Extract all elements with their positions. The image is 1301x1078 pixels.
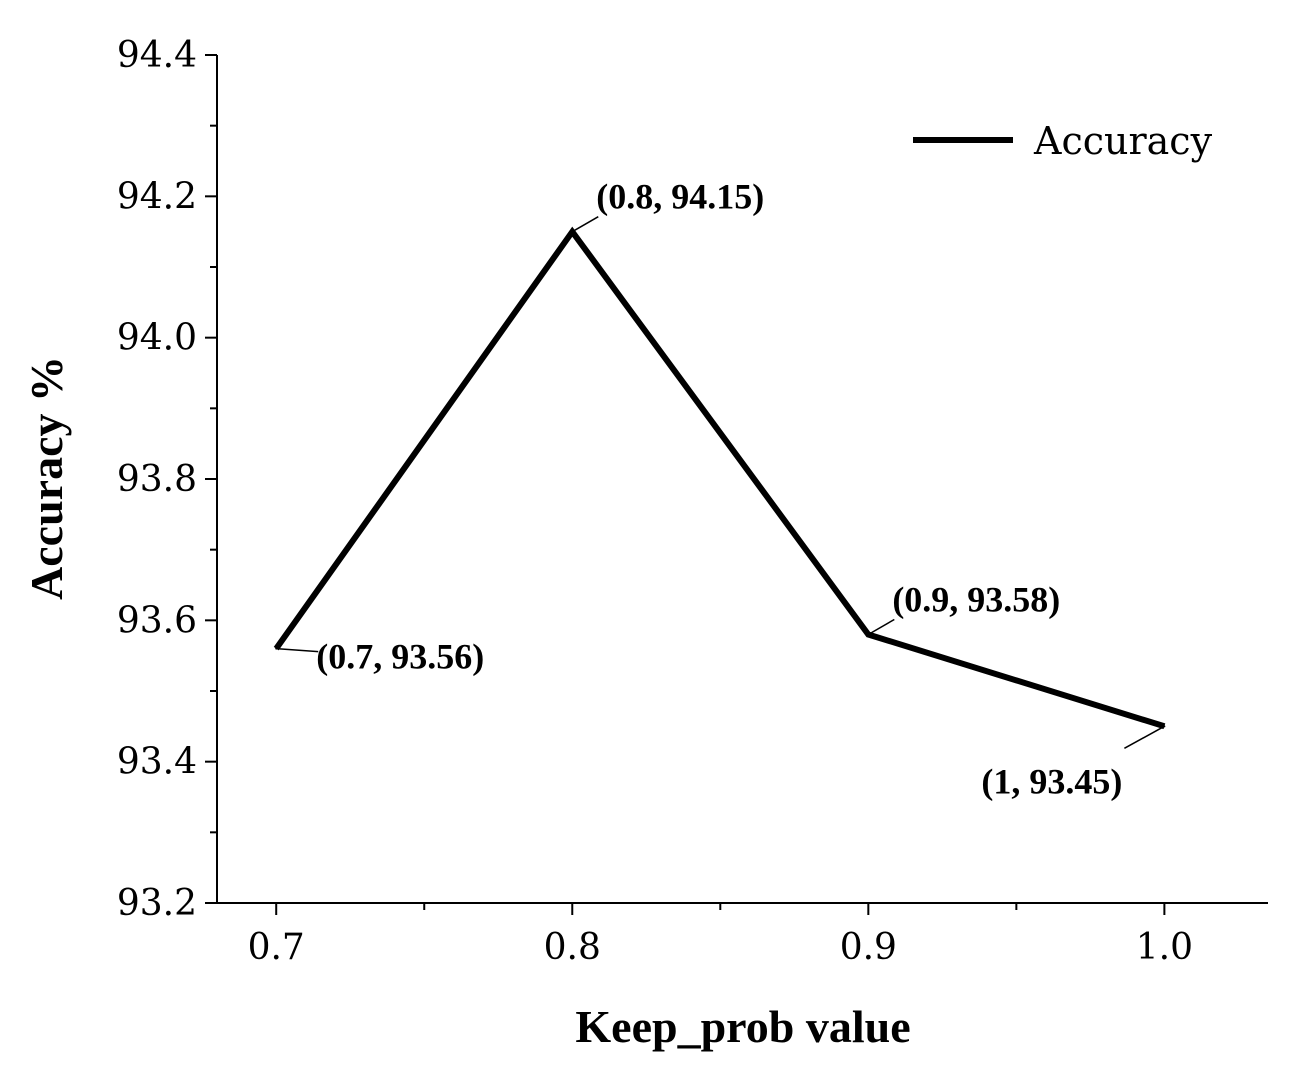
axes: 93.2 93.4 93.6 93.8 94.0 94.2 94.4 0.7 0.8 0.9 1.0 <box>117 35 1268 968</box>
x-tick-label: 0.7 <box>248 927 305 968</box>
annotation-leader <box>867 618 895 636</box>
annotation-leader <box>1124 725 1165 749</box>
legend-label: Accuracy <box>1033 119 1213 163</box>
y-tick-label: 94.2 <box>117 176 197 217</box>
y-tick-label: 93.6 <box>117 600 197 641</box>
data-label: (0.8, 94.15) <box>596 177 764 217</box>
y-tick-label: 94.0 <box>117 318 197 359</box>
x-axis-title: Keep_prob value <box>575 1001 910 1052</box>
annotation-leader <box>571 216 599 233</box>
data-label: (1, 93.45) <box>981 761 1122 801</box>
y-tick-label: 93.8 <box>117 459 197 500</box>
data-label: (0.9, 93.58) <box>892 579 1060 619</box>
data-label: (0.7, 93.56) <box>316 637 484 677</box>
x-tick-label: 0.9 <box>840 927 897 968</box>
series-line-accuracy <box>273 226 1166 730</box>
annotations: (0.7, 93.56) (0.8, 94.15) (0.9, 93.58) (1, … <box>276 177 1165 801</box>
y-tick-label: 94.4 <box>117 35 197 76</box>
annotation-leader <box>276 647 319 653</box>
y-tick-label: 93.2 <box>117 883 197 924</box>
x-tick-label: 0.8 <box>544 927 601 968</box>
x-tick-label: 1.0 <box>1136 927 1193 968</box>
legend: Accuracy <box>913 119 1213 163</box>
y-tick-label: 93.4 <box>117 742 197 783</box>
y-axis-title: Accuracy % <box>21 356 72 600</box>
